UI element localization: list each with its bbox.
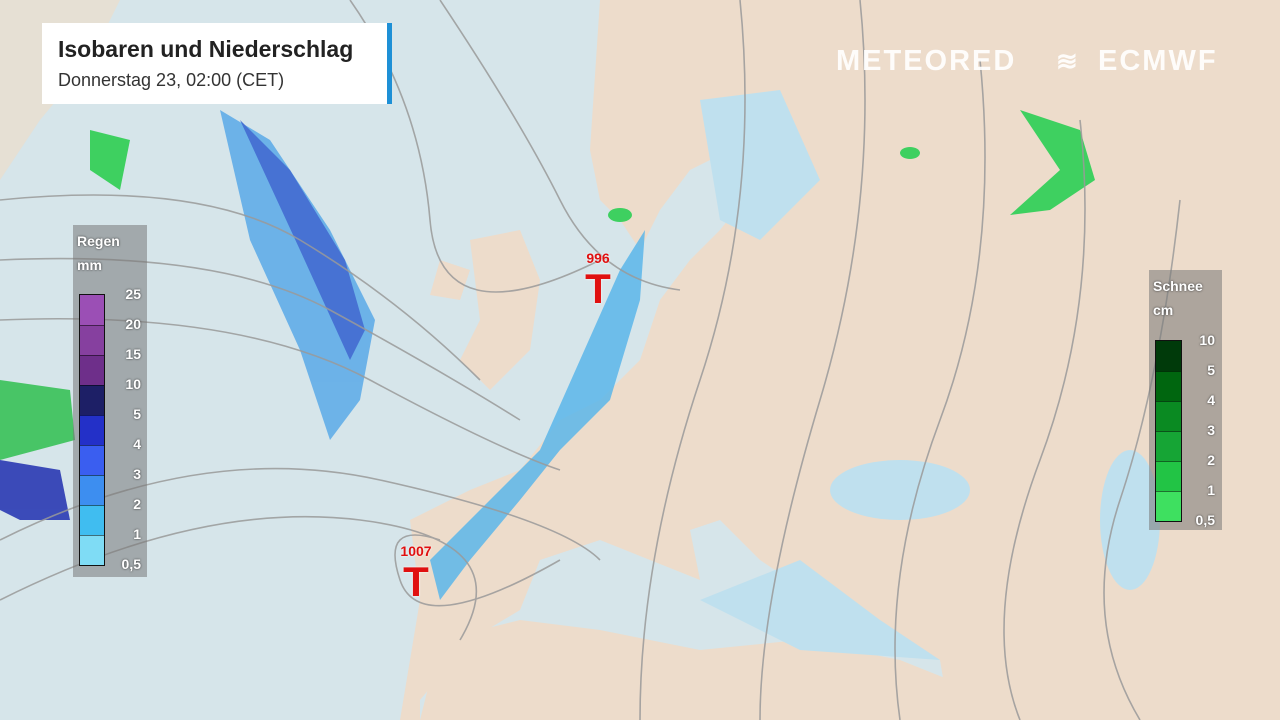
rain-color-scale bbox=[79, 294, 105, 566]
legend-tick: 10 bbox=[1199, 332, 1215, 348]
snow-legend: Schnee cm 10 5 4 3 2 1 0,5 bbox=[1149, 270, 1222, 530]
legend-tick: 5 bbox=[133, 406, 141, 422]
legend-tick: 1 bbox=[1207, 482, 1215, 498]
title-panel: Isobaren und Niederschlag Donnerstag 23,… bbox=[42, 23, 392, 104]
snow-color-scale bbox=[1155, 340, 1182, 522]
rain-areas bbox=[0, 110, 645, 600]
pressure-value: 1007 bbox=[400, 543, 432, 559]
legend-tick: 5 bbox=[1207, 362, 1215, 378]
ecmwf-logo: ECMWF bbox=[1098, 45, 1218, 77]
legend-tick: 0,5 bbox=[1195, 512, 1215, 528]
legend-swatch bbox=[80, 445, 104, 475]
legend-swatch bbox=[80, 505, 104, 535]
low-symbol: T bbox=[403, 558, 429, 605]
low-pressure-marker: 1007 T bbox=[392, 543, 440, 605]
legend-swatch bbox=[1156, 371, 1181, 401]
legend-swatch bbox=[1156, 341, 1181, 371]
meteored-logo: METEORED bbox=[836, 45, 1017, 77]
legend-swatch bbox=[1156, 431, 1181, 461]
legend-tick: 25 bbox=[125, 286, 141, 302]
legend-tick: 1 bbox=[133, 526, 141, 542]
seas bbox=[700, 90, 1160, 660]
map-title: Isobaren und Niederschlag bbox=[58, 36, 354, 62]
rain-legend: Regen mm 25 20 15 10 5 4 3 2 1 0,5 bbox=[73, 225, 147, 577]
pressure-value: 996 bbox=[586, 250, 610, 266]
legend-tick: 4 bbox=[133, 436, 141, 452]
legend-tick: 10 bbox=[125, 376, 141, 392]
legend-swatch bbox=[80, 415, 104, 445]
legend-tick: 2 bbox=[133, 496, 141, 512]
legend-tick: 3 bbox=[133, 466, 141, 482]
legend-swatch bbox=[1156, 491, 1181, 521]
legend-tick: 4 bbox=[1207, 392, 1215, 408]
legend-swatch bbox=[80, 535, 104, 565]
legend-tick: 0,5 bbox=[121, 556, 141, 572]
legend-tick: 20 bbox=[125, 316, 141, 332]
legend-swatch bbox=[1156, 401, 1181, 431]
legend-tick: 3 bbox=[1207, 422, 1215, 438]
legend-swatch bbox=[80, 325, 104, 355]
legend-swatch bbox=[80, 295, 104, 325]
low-symbol: T bbox=[585, 265, 611, 312]
ecmwf-swirl-icon: ≋ bbox=[1056, 46, 1080, 76]
legend-swatch bbox=[80, 385, 104, 415]
legend-swatch bbox=[1156, 461, 1181, 491]
rain-legend-title: Regen bbox=[77, 233, 120, 249]
legend-swatch bbox=[80, 355, 104, 385]
legend-tick: 2 bbox=[1207, 452, 1215, 468]
rain-legend-unit: mm bbox=[77, 257, 102, 273]
snow-legend-unit: cm bbox=[1153, 302, 1174, 318]
snow-legend-title: Schnee bbox=[1153, 278, 1203, 294]
legend-tick: 15 bbox=[125, 346, 141, 362]
map-timestamp: Donnerstag 23, 02:00 (CET) bbox=[58, 70, 285, 90]
legend-swatch bbox=[80, 475, 104, 505]
snow-areas bbox=[90, 110, 1095, 222]
low-pressure-marker: 996 T bbox=[576, 250, 620, 312]
